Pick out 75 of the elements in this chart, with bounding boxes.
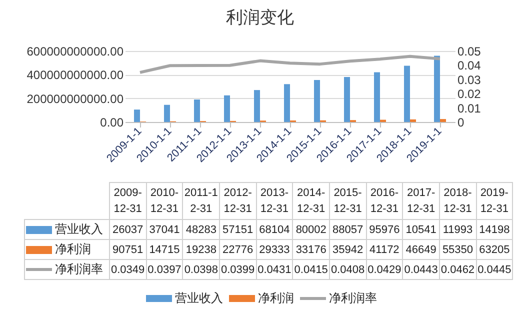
text: 2015-12-31 — [329, 182, 366, 220]
legend-label: 净利润 — [24, 240, 110, 260]
y2-tick-label: 0.04 — [458, 58, 482, 73]
text: 营业收入 — [175, 291, 223, 305]
text: 29333 — [256, 240, 293, 260]
text: 48283 — [182, 220, 220, 240]
text: 95976 — [366, 220, 403, 240]
text: 2011-12-31 — [182, 182, 220, 220]
text: 14715 — [146, 240, 183, 260]
text: 2014-12-31 — [292, 182, 330, 220]
legend-label: 营业收入 — [24, 220, 110, 240]
text: 33176 — [292, 240, 330, 260]
text: 0.0398 — [182, 260, 220, 280]
text: 46649 — [402, 240, 440, 260]
y2-tick-label: 0.03 — [458, 72, 482, 87]
y2-tick-label: 0.05 — [458, 44, 482, 58]
bar — [314, 80, 320, 122]
text: 10541 — [402, 220, 440, 240]
bar — [440, 119, 446, 122]
text: 0.0429 — [366, 260, 403, 280]
text: 2013-12-31 — [256, 182, 293, 220]
text: 2017-12-31 — [402, 182, 440, 220]
text: 0.0349 — [110, 260, 146, 280]
text: 68104 — [256, 220, 293, 240]
text: 2016-12-31 — [366, 182, 403, 220]
text: 2012-12-31 — [219, 182, 256, 220]
text: 37041 — [146, 220, 183, 240]
text: 35942 — [329, 240, 366, 260]
text: 41172 — [366, 240, 403, 260]
text: 19238 — [182, 240, 220, 260]
bar — [374, 72, 380, 122]
bar — [164, 104, 170, 122]
y2-tick-label: 0.02 — [458, 87, 482, 102]
bar — [224, 95, 230, 122]
line-series — [138, 54, 442, 74]
bar — [194, 100, 200, 122]
text: 2019-12-31 — [476, 182, 513, 220]
y-tick-label: 600000000000.00 — [26, 44, 124, 58]
text: 55350 — [439, 240, 476, 260]
bar — [284, 84, 290, 122]
bar — [434, 56, 440, 122]
y-tick-label: 200000000000.00 — [26, 92, 124, 106]
y-tick-label: 400000000000.00 — [26, 68, 124, 82]
legend-label: 净利润率 — [24, 260, 110, 280]
text: 0.0443 — [402, 260, 440, 280]
text: 63205 — [476, 240, 513, 260]
text: 净利润率 — [329, 291, 377, 305]
text: 净利润 — [258, 291, 294, 305]
text: 14198 — [476, 220, 513, 240]
y2-tick-label: 0.01 — [458, 101, 482, 116]
text: 90751 — [110, 240, 146, 260]
text: 26037 — [110, 220, 146, 240]
bar — [404, 66, 410, 122]
text: 80002 — [292, 220, 330, 240]
text: 88057 — [329, 220, 366, 240]
text: 2018-12-31 — [439, 182, 476, 220]
bar — [410, 119, 416, 122]
y2-tick-label: 0 — [458, 116, 464, 130]
text: 11993 — [439, 220, 476, 240]
text: 0.0445 — [476, 260, 513, 280]
bar — [134, 110, 140, 122]
text: 22776 — [219, 240, 256, 260]
y-tick-label: 0.00 — [100, 116, 124, 130]
text: 2010-12-31 — [146, 182, 183, 220]
chart-title: 利润变化 — [226, 8, 294, 27]
text: 0.0399 — [219, 260, 256, 280]
text: 0.0397 — [146, 260, 183, 280]
text: 0.0431 — [256, 260, 293, 280]
text: 2009-12-31 — [110, 182, 146, 220]
bar — [344, 77, 350, 122]
text: 0.0462 — [439, 260, 476, 280]
bar — [254, 90, 260, 122]
text: 0.0415 — [292, 260, 330, 280]
text: 57151 — [219, 220, 256, 240]
text: 0.0408 — [329, 260, 366, 280]
